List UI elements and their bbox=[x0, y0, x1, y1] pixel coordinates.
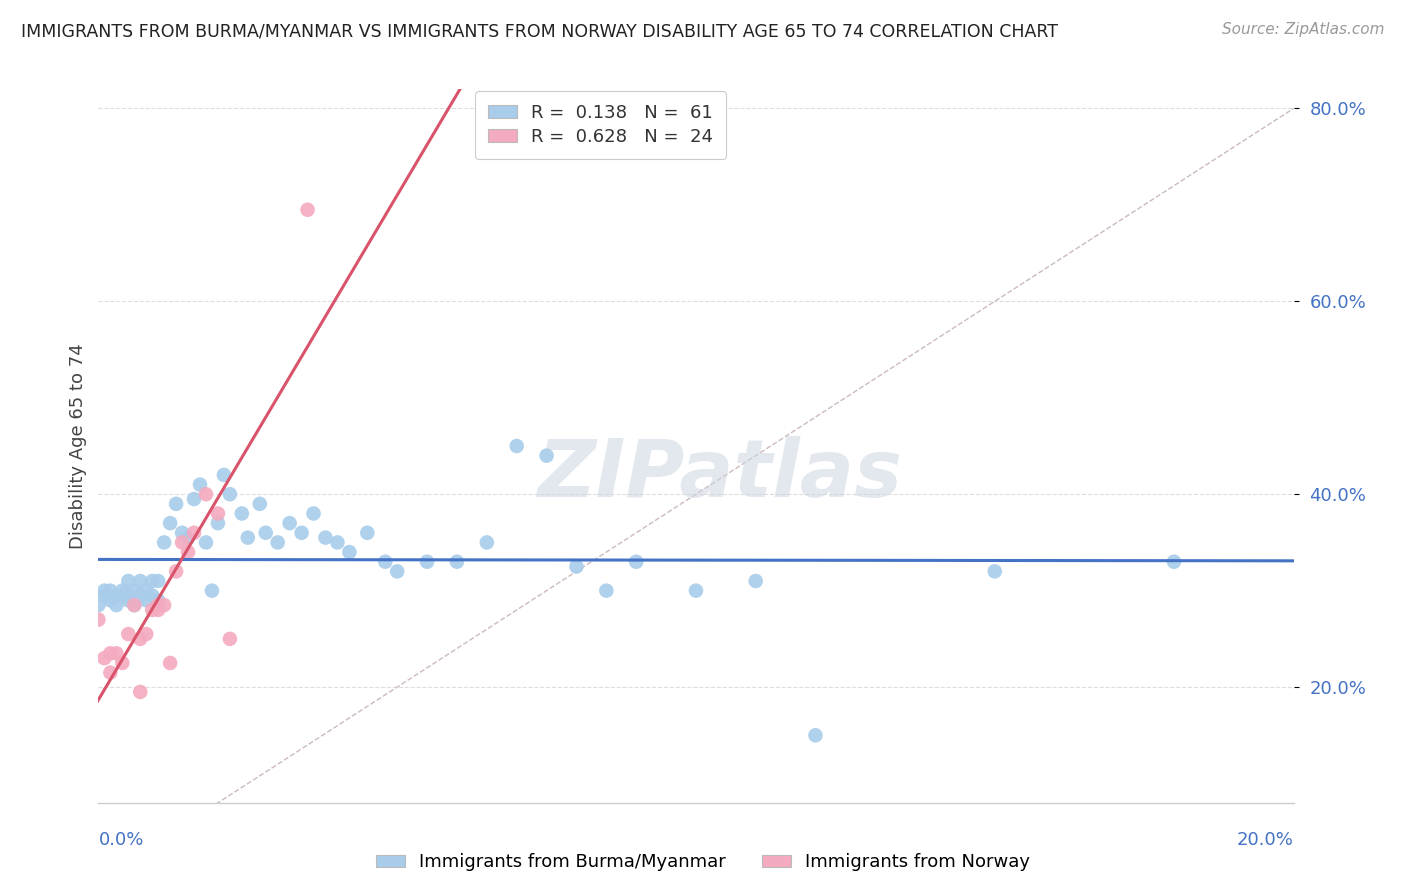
Point bbox=[172, 525, 194, 540]
Point bbox=[148, 574, 170, 588]
Point bbox=[141, 574, 163, 588]
Point bbox=[267, 535, 290, 549]
Point bbox=[291, 525, 314, 540]
Point bbox=[177, 545, 200, 559]
Point bbox=[302, 507, 325, 521]
Point bbox=[231, 507, 253, 521]
Point bbox=[105, 589, 128, 603]
Point bbox=[135, 627, 157, 641]
Point bbox=[219, 487, 242, 501]
Point bbox=[141, 589, 163, 603]
Text: 0.0%: 0.0% bbox=[98, 831, 143, 849]
Point bbox=[98, 583, 122, 598]
Point bbox=[159, 656, 181, 670]
Point bbox=[195, 487, 218, 501]
Point bbox=[93, 583, 115, 598]
Point bbox=[249, 497, 271, 511]
Point bbox=[183, 491, 205, 506]
Point bbox=[685, 583, 707, 598]
Point bbox=[984, 565, 1007, 579]
Text: IMMIGRANTS FROM BURMA/MYANMAR VS IMMIGRANTS FROM NORWAY DISABILITY AGE 65 TO 74 : IMMIGRANTS FROM BURMA/MYANMAR VS IMMIGRA… bbox=[21, 22, 1059, 40]
Point bbox=[506, 439, 529, 453]
Point bbox=[183, 525, 205, 540]
Point bbox=[165, 497, 187, 511]
Point bbox=[93, 589, 115, 603]
Y-axis label: Disability Age 65 to 74: Disability Age 65 to 74 bbox=[69, 343, 87, 549]
Point bbox=[153, 535, 176, 549]
Point bbox=[804, 728, 827, 742]
Point bbox=[212, 467, 235, 482]
Legend: Immigrants from Burma/Myanmar, Immigrants from Norway: Immigrants from Burma/Myanmar, Immigrant… bbox=[368, 847, 1038, 879]
Point bbox=[111, 583, 134, 598]
Point bbox=[117, 589, 139, 603]
Point bbox=[135, 593, 157, 607]
Point bbox=[98, 646, 122, 660]
Point bbox=[111, 589, 134, 603]
Point bbox=[195, 535, 218, 549]
Point bbox=[148, 593, 170, 607]
Point bbox=[416, 555, 439, 569]
Point bbox=[356, 525, 378, 540]
Point bbox=[207, 507, 229, 521]
Point bbox=[117, 627, 139, 641]
Point bbox=[165, 565, 187, 579]
Point bbox=[1163, 555, 1185, 569]
Point bbox=[135, 583, 157, 598]
Text: Source: ZipAtlas.com: Source: ZipAtlas.com bbox=[1222, 22, 1385, 37]
Text: 20.0%: 20.0% bbox=[1237, 831, 1294, 849]
Point bbox=[129, 685, 152, 699]
Point bbox=[172, 535, 194, 549]
Point bbox=[98, 593, 122, 607]
Point bbox=[148, 603, 170, 617]
Point bbox=[105, 646, 128, 660]
Point bbox=[374, 555, 396, 569]
Point bbox=[385, 565, 409, 579]
Point bbox=[326, 535, 349, 549]
Point bbox=[129, 574, 152, 588]
Point bbox=[129, 589, 152, 603]
Point bbox=[201, 583, 224, 598]
Point bbox=[153, 598, 176, 612]
Point bbox=[159, 516, 181, 530]
Point bbox=[565, 559, 588, 574]
Point bbox=[124, 598, 146, 612]
Point bbox=[177, 531, 200, 545]
Point bbox=[124, 583, 146, 598]
Point bbox=[446, 555, 468, 569]
Point bbox=[188, 477, 211, 491]
Point bbox=[129, 632, 152, 646]
Point bbox=[87, 613, 110, 627]
Point bbox=[93, 651, 115, 665]
Point bbox=[117, 574, 139, 588]
Point bbox=[297, 202, 319, 217]
Point bbox=[475, 535, 498, 549]
Point bbox=[117, 593, 139, 607]
Point bbox=[148, 598, 170, 612]
Point bbox=[315, 531, 337, 545]
Point bbox=[595, 583, 617, 598]
Point bbox=[219, 632, 242, 646]
Point bbox=[745, 574, 768, 588]
Point bbox=[254, 525, 277, 540]
Text: ZIPatlas: ZIPatlas bbox=[537, 435, 903, 514]
Point bbox=[339, 545, 361, 559]
Point bbox=[536, 449, 558, 463]
Point bbox=[124, 598, 146, 612]
Point bbox=[278, 516, 301, 530]
Point bbox=[87, 598, 110, 612]
Point bbox=[141, 603, 163, 617]
Point bbox=[207, 516, 229, 530]
Point bbox=[98, 665, 122, 680]
Point bbox=[105, 598, 128, 612]
Point bbox=[111, 656, 134, 670]
Point bbox=[236, 531, 259, 545]
Legend: R =  0.138   N =  61, R =  0.628   N =  24: R = 0.138 N = 61, R = 0.628 N = 24 bbox=[475, 91, 725, 159]
Point bbox=[626, 555, 648, 569]
